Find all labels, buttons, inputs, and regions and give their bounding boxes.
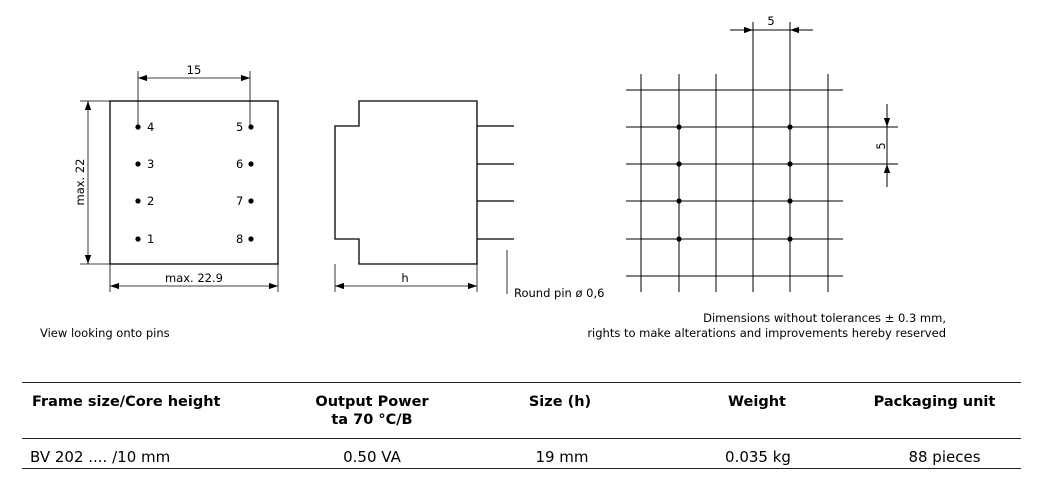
side-view-outline — [334, 100, 478, 265]
hole-dots — [676, 124, 793, 242]
header-output-power-line2: ta 70 °C/B — [331, 412, 413, 428]
cell-frame-size: BV 202 .... /10 mm — [30, 448, 171, 466]
top-view — [80, 71, 279, 292]
view-caption: View looking onto pins — [40, 326, 170, 340]
pin-dots — [135, 124, 254, 242]
cell-packaging: 88 pieces — [908, 448, 981, 466]
grid-dim-label-horizontal: 5 — [767, 14, 774, 28]
cell-weight: 0.035 kg — [725, 448, 791, 466]
dim-label-h: h — [401, 271, 408, 285]
tolerance-note-line1: Dimensions without tolerances ± 0.3 mm, — [703, 311, 946, 325]
header-weight: Weight — [728, 394, 786, 410]
dim-label-15: 15 — [187, 63, 202, 77]
pin-label-6: 6 — [236, 157, 243, 171]
top-view-outline — [109, 100, 279, 265]
hole-grid — [626, 22, 898, 292]
pin-label-1: 1 — [147, 232, 154, 246]
pin-note: Round pin ø 0,6 — [514, 286, 604, 300]
pin-label-4: 4 — [147, 120, 154, 134]
grid-dim-label-vertical: 5 — [874, 142, 888, 149]
header-frame-size: Frame size/Core height — [32, 394, 221, 410]
table-header-rule — [22, 438, 1021, 439]
table-top-rule — [22, 382, 1021, 383]
header-output-power-line1: Output Power — [315, 394, 429, 410]
pin-label-2: 2 — [147, 194, 154, 208]
tolerance-note-line2: rights to make alterations and improveme… — [587, 326, 946, 340]
pin-label-3: 3 — [147, 157, 154, 171]
pin-label-8: 8 — [236, 232, 243, 246]
dim-label-height: max. 22 — [73, 159, 87, 206]
pin-label-7: 7 — [236, 194, 243, 208]
side-view — [334, 100, 514, 294]
header-packaging: Packaging unit — [873, 394, 996, 410]
dim-label-width: max. 22.9 — [165, 271, 223, 285]
cell-output-power: 0.50 VA — [343, 448, 401, 466]
table-bottom-rule — [22, 468, 1021, 469]
cell-size: 19 mm — [535, 448, 589, 466]
pin-label-5: 5 — [236, 120, 243, 134]
header-output-power: Output Power ta 70 °C/B — [287, 393, 457, 429]
technical-drawing: 15 max. 22 max. 22.9 4 3 2 1 5 6 7 8 h R… — [73, 14, 898, 300]
header-size: Size (h) — [528, 394, 592, 410]
